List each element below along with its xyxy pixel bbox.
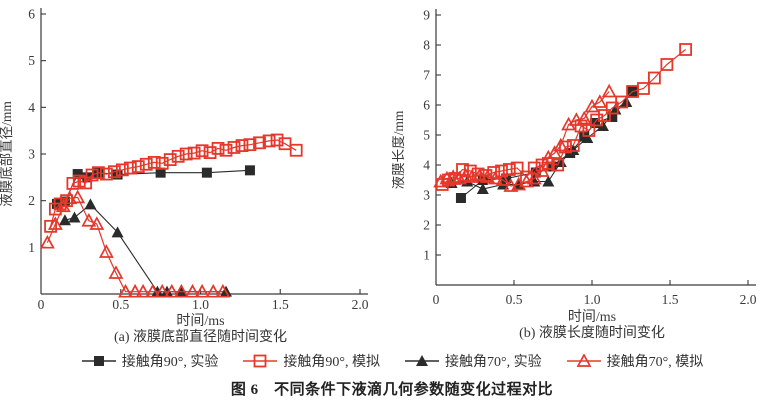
legend-item-contact90-sim: 接触角90°, 模拟 [242, 351, 380, 371]
svg-text:6: 6 [28, 7, 35, 22]
svg-text:2.0: 2.0 [352, 297, 369, 312]
legend-item-contact90-exp: 接触角90°, 实验 [81, 351, 219, 371]
svg-text:(a) 液膜底部直径随时间变化: (a) 液膜底部直径随时间变化 [114, 328, 287, 345]
svg-text:3: 3 [423, 188, 430, 203]
legend: 接触角90°, 实验 接触角90°, 模拟 接触角70°, 实验 接触角70°,… [0, 351, 784, 371]
legend-label: 接触角70°, 实验 [445, 355, 542, 370]
svg-text:(b) 液膜长度随时间变化: (b) 液膜长度随时间变化 [519, 325, 665, 341]
svg-text:7: 7 [423, 68, 430, 83]
triangle-filled-marker-icon [405, 355, 439, 366]
svg-text:9: 9 [423, 8, 430, 23]
svg-text:1: 1 [423, 248, 430, 263]
legend-label: 接触角90°, 实验 [121, 355, 219, 370]
svg-text:液膜底部直径/mm: 液膜底部直径/mm [0, 101, 14, 207]
legend-item-contact70-exp: 接触角70°, 实验 [404, 351, 542, 371]
svg-text:2: 2 [28, 193, 35, 208]
svg-text:液膜长度/mm: 液膜长度/mm [392, 110, 406, 189]
chart-a-film-diameter: 1 2 3 4 5 6 0 0.5 1.0 1.5 2.0 液膜底部直径/mm 时间/ms(a) 液膜底… [0, 7, 369, 346]
svg-text:5: 5 [28, 53, 35, 68]
svg-text:1: 1 [28, 240, 35, 255]
legend-label: 接触角90°, 模拟 [283, 355, 380, 370]
svg-text:0: 0 [38, 297, 45, 312]
svg-text:2: 2 [423, 218, 430, 233]
svg-text:8: 8 [423, 38, 430, 53]
svg-text:1.0: 1.0 [584, 292, 601, 307]
svg-text:4: 4 [423, 158, 430, 173]
triangle-open-marker-icon [566, 354, 601, 367]
svg-text:6: 6 [423, 98, 430, 113]
svg-text:5: 5 [423, 128, 430, 143]
svg-text:1.5: 1.5 [662, 292, 679, 307]
svg-text:0.5: 0.5 [112, 297, 129, 312]
svg-text:1.5: 1.5 [272, 297, 289, 312]
chart-b-film-length: 1 2 3 4 5 6 7 8 9 0 0.5 1.0 1.5 2.0 液膜长度/mm 时间/ms(b) 液膜… [392, 8, 757, 342]
legend-item-contact70-sim: 接触角70°, 模拟 [566, 351, 704, 371]
svg-text:时间/ms: 时间/ms [176, 313, 224, 329]
svg-text:0.5: 0.5 [506, 292, 523, 307]
svg-text:3: 3 [28, 147, 35, 162]
svg-text:时间/ms: 时间/ms [568, 309, 616, 325]
legend-label: 接触角70°, 模拟 [606, 355, 704, 370]
svg-text:2.0: 2.0 [740, 292, 757, 307]
square-open-marker-icon [243, 354, 278, 368]
svg-text:0: 0 [433, 292, 440, 307]
square-filled-marker-icon [81, 356, 116, 366]
figure-caption: 图 6 不同条件下液滴几何参数随变化过程对比 [230, 382, 554, 398]
svg-text:1.0: 1.0 [192, 297, 209, 312]
svg-text:4: 4 [28, 100, 35, 115]
